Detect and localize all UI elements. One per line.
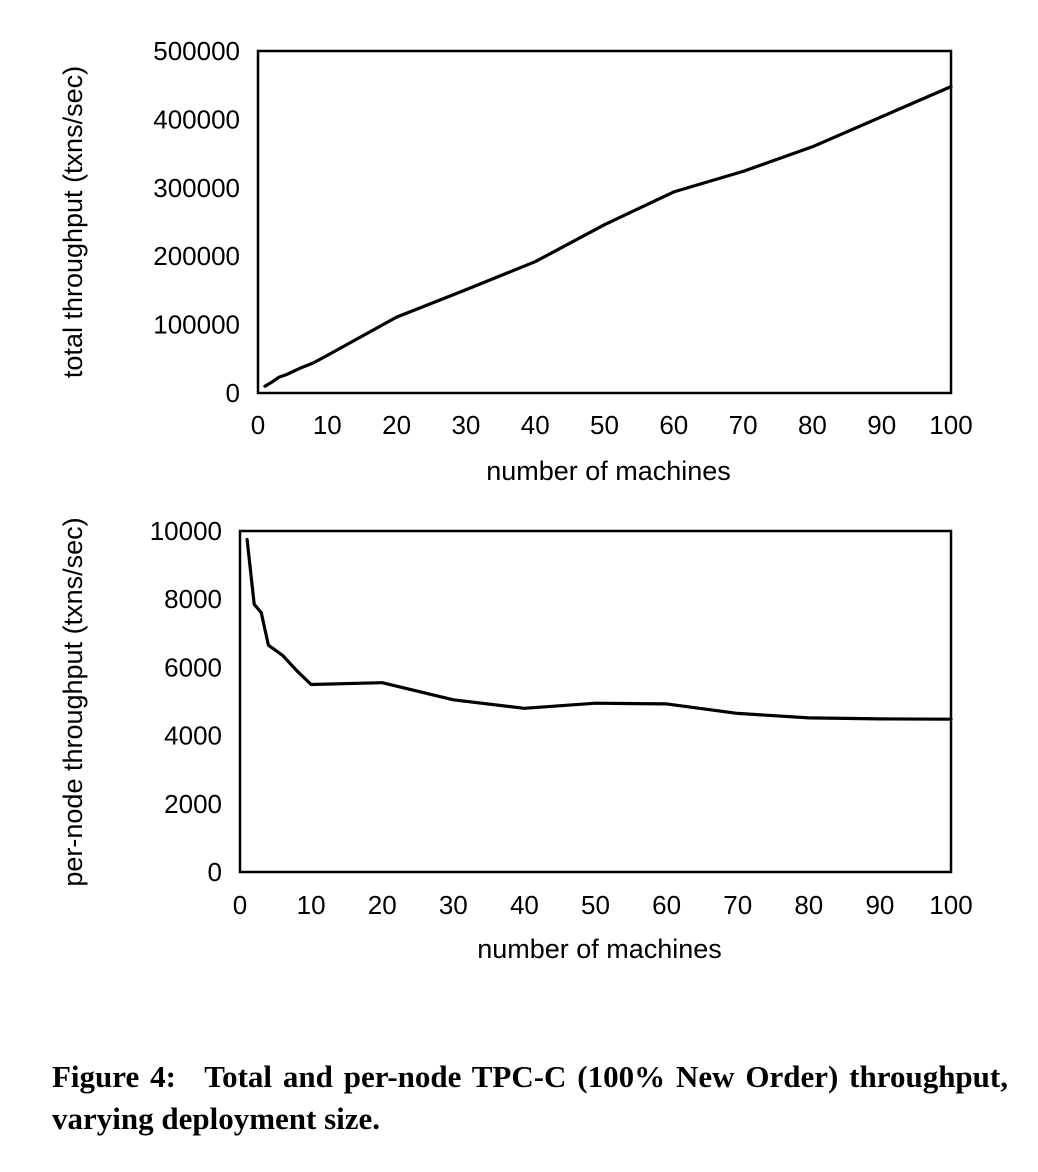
- chart2-x-tick-label: 100: [929, 890, 972, 920]
- caption-text: Total and per-node TPC-C (100% New Order…: [52, 1059, 1008, 1136]
- chart2-x-tick-label: 10: [297, 890, 326, 920]
- chart1-y-tick-label: 200000: [153, 241, 240, 271]
- chart2-y-tick-label: 4000: [164, 721, 222, 751]
- chart1-x-tick-label: 100: [929, 410, 972, 440]
- chart1-x-tick-label: 20: [382, 410, 411, 440]
- chart2-x-tick-label: 0: [233, 890, 247, 920]
- chart2-y-tick-label: 0: [208, 857, 222, 887]
- chart1-x-axis-label: number of machines: [486, 456, 731, 486]
- chart1-x-tick-label: 10: [313, 410, 342, 440]
- chart1-x-tick-label: 70: [729, 410, 758, 440]
- chart1-y-tick-label: 0: [226, 378, 240, 408]
- chart1-x-tick-label: 50: [590, 410, 619, 440]
- chart2-y-axis-label: per-node throughput (txns/sec): [58, 517, 88, 886]
- chart2-x-tick-label: 70: [723, 890, 752, 920]
- chart1-x-tick-label: 0: [251, 410, 265, 440]
- chart2-series-line: [245, 537, 953, 721]
- chart1-x-tick-label: 80: [798, 410, 827, 440]
- chart2-y-tick-label: 8000: [164, 584, 222, 614]
- chart2-y-tick-label: 2000: [164, 789, 222, 819]
- figure-caption: Figure 4: Total and per-node TPC-C (100%…: [52, 1056, 1008, 1140]
- chart2-x-tick-label: 80: [794, 890, 823, 920]
- chart2-x-tick-label: 90: [865, 890, 894, 920]
- chart1-y-axis-label: total throughput (txns/sec): [58, 66, 88, 378]
- chart1-y-tick-label: 300000: [153, 173, 240, 203]
- chart1-y-tick-label: 500000: [153, 36, 240, 66]
- chart2-x-tick-label: 20: [368, 890, 397, 920]
- chart2-x-tick-label: 40: [510, 890, 539, 920]
- chart2-y-tick-label: 10000: [150, 516, 222, 546]
- caption-label: Figure 4:: [52, 1059, 176, 1094]
- chart1-x-tick-label: 60: [659, 410, 688, 440]
- chart2-plot-frame: [238, 529, 953, 874]
- chart1-x-tick-label: 30: [451, 410, 480, 440]
- chart1-x-tick-label: 40: [521, 410, 550, 440]
- chart2-x-tick-label: 50: [581, 890, 610, 920]
- chart2-x-tick-label: 60: [652, 890, 681, 920]
- chart1-y-tick-label: 100000: [153, 310, 240, 340]
- chart1-plot-frame: [256, 49, 953, 395]
- chart2-x-tick-label: 30: [439, 890, 468, 920]
- chart1-x-tick-label: 90: [867, 410, 896, 440]
- chart2-x-axis-label: number of machines: [477, 934, 722, 964]
- chart1-series-line: [263, 84, 953, 388]
- chart2-y-tick-label: 6000: [164, 652, 222, 682]
- chart1-y-tick-label: 400000: [153, 104, 240, 134]
